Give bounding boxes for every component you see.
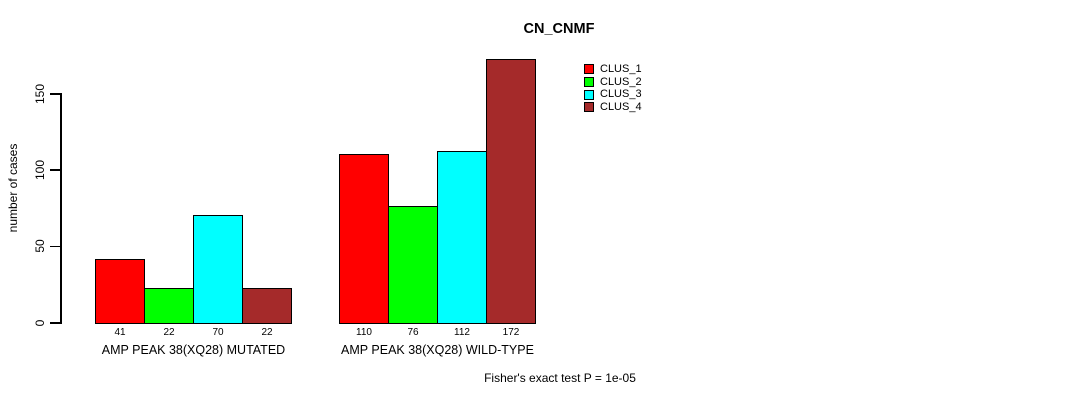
bar-value-label: 76 <box>407 327 419 338</box>
bar-value-label: 70 <box>212 327 224 338</box>
bar-value-label: 172 <box>502 327 520 338</box>
legend-swatch-icon <box>584 89 594 100</box>
legend-label: CLUS_3 <box>600 88 642 101</box>
legend-swatch-icon <box>584 77 594 88</box>
y-axis-tick-label: 100 <box>33 160 47 181</box>
stat-annotation: Fisher's exact test P = 1e-05 <box>484 371 636 385</box>
bar-clus_1-group2 <box>339 154 389 324</box>
legend-swatch-icon <box>584 64 594 75</box>
legend-label: CLUS_1 <box>600 62 642 75</box>
x-axis-group-label: AMP PEAK 38(XQ28) MUTATED <box>101 343 286 357</box>
legend: CLUS_1 CLUS_2 CLUS_3 CLUS_4 <box>584 63 642 114</box>
y-axis-tick <box>50 245 60 248</box>
bar-clus_2-group1 <box>144 288 194 324</box>
bar-clus_4-group1 <box>242 288 292 324</box>
legend-item-clus_1: CLUS_1 <box>584 63 642 76</box>
bar-value-label: 110 <box>356 327 372 338</box>
y-axis-tick <box>50 93 60 95</box>
bar-value-label: 41 <box>114 327 126 338</box>
bar-value-label: 112 <box>454 327 470 338</box>
bar-clus_1-group1 <box>95 259 145 324</box>
legend-label: CLUS_4 <box>600 100 642 113</box>
legend-label: CLUS_2 <box>600 75 642 88</box>
legend-item-clus_3: CLUS_3 <box>584 88 642 101</box>
legend-item-clus_4: CLUS_4 <box>584 101 642 114</box>
bar-clus_3-group1 <box>193 215 243 324</box>
chart-title: CN_CNMF <box>523 21 595 37</box>
bar-value-label: 22 <box>261 327 273 338</box>
bar-clus_2-group2 <box>388 206 438 324</box>
bar-clus_3-group2 <box>437 151 487 324</box>
bar-value-label: 22 <box>163 327 175 338</box>
legend-swatch-icon <box>584 102 594 113</box>
x-axis-group-label: AMP PEAK 38(XQ28) WILD-TYPE <box>341 343 534 357</box>
bar-clus_4-group2 <box>486 59 536 324</box>
y-axis-tick-label: 150 <box>33 83 47 104</box>
y-axis-tick <box>50 169 60 171</box>
legend-item-clus_2: CLUS_2 <box>584 76 642 89</box>
y-axis-tick <box>50 322 60 324</box>
y-axis-tick-label: 50 <box>33 239 47 254</box>
y-axis-line <box>60 93 62 324</box>
y-axis-title: number of cases <box>6 143 20 233</box>
y-axis-tick-label: 0 <box>33 319 47 327</box>
